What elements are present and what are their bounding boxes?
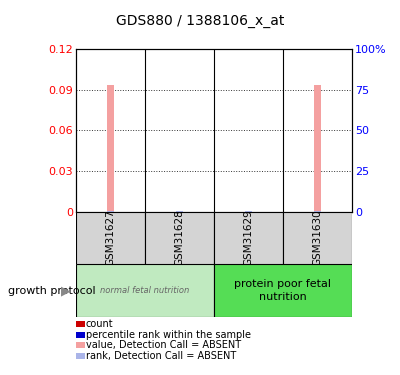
Text: GSM31628: GSM31628 (174, 210, 184, 267)
Text: GSM31629: GSM31629 (244, 210, 254, 267)
Bar (245, 211, 252, 212)
Bar (176, 211, 183, 212)
Bar (107, 211, 114, 212)
Text: count: count (86, 320, 114, 329)
FancyBboxPatch shape (145, 212, 214, 264)
FancyBboxPatch shape (214, 264, 352, 317)
Text: GSM31630: GSM31630 (312, 210, 322, 266)
Text: growth protocol: growth protocol (8, 286, 96, 296)
FancyBboxPatch shape (283, 212, 352, 264)
Bar (314, 211, 321, 212)
Bar (107, 86, 114, 212)
Text: rank, Detection Call = ABSENT: rank, Detection Call = ABSENT (86, 351, 236, 361)
FancyBboxPatch shape (76, 264, 214, 317)
Text: percentile rank within the sample: percentile rank within the sample (86, 330, 251, 340)
Text: protein poor fetal
nutrition: protein poor fetal nutrition (234, 279, 332, 302)
Text: GDS880 / 1388106_x_at: GDS880 / 1388106_x_at (116, 13, 284, 28)
FancyBboxPatch shape (214, 212, 283, 264)
Text: ▶: ▶ (61, 284, 71, 297)
Bar (314, 86, 321, 212)
Text: value, Detection Call = ABSENT: value, Detection Call = ABSENT (86, 340, 241, 350)
FancyBboxPatch shape (76, 212, 145, 264)
Text: normal fetal nutrition: normal fetal nutrition (100, 286, 190, 295)
Text: GSM31627: GSM31627 (106, 210, 116, 267)
